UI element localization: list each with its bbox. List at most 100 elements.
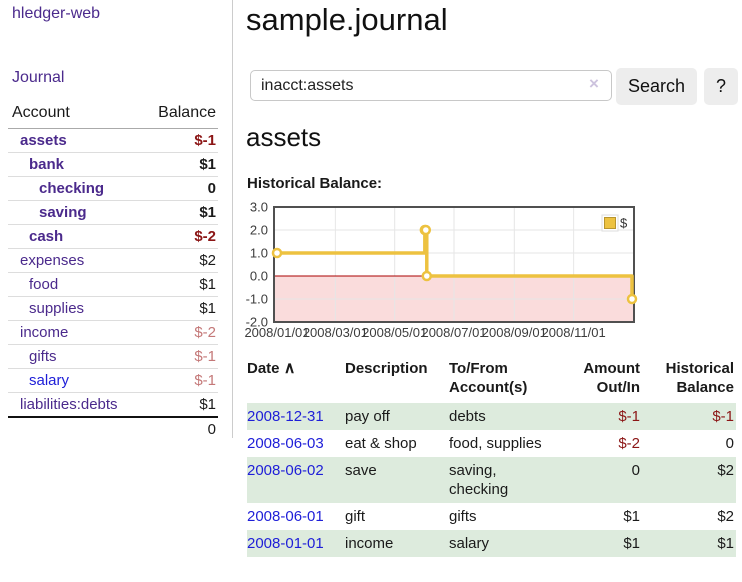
transaction-balance: 0 <box>725 435 734 452</box>
transaction-balance: $1 <box>717 535 734 552</box>
register-row: 2008-01-01 income salary $1 $1 <box>247 530 736 557</box>
brand-link[interactable]: hledger-web <box>12 5 101 22</box>
account-link-expenses[interactable]: expenses <box>20 251 85 269</box>
help-button[interactable]: ? <box>704 68 738 105</box>
chart-section-label: Historical Balance: <box>247 175 383 192</box>
historical-balance-chart: $3.0 2.0 1.0 0.0 -1.0 -2.02008/01/012008/03/0… <box>244 200 638 340</box>
search-input[interactable] <box>250 70 612 101</box>
sort-ascending-icon: ∧ <box>283 360 296 377</box>
account-row: gifts $-1 <box>8 344 218 369</box>
account-row: checking 0 <box>8 176 218 201</box>
account-link-income[interactable]: income <box>20 323 69 341</box>
account-link-salary[interactable]: salary <box>29 371 70 389</box>
account-link-saving[interactable]: saving <box>39 203 87 221</box>
transaction-date-link[interactable]: 2008-06-01 <box>247 508 324 525</box>
svg-text:2008/09/01: 2008/09/01 <box>482 325 547 340</box>
transaction-balance: $2 <box>717 462 734 479</box>
account-row: income $-2 <box>8 320 218 345</box>
svg-text:1.0: 1.0 <box>250 246 268 261</box>
account-balance: $1 <box>140 200 218 225</box>
transaction-accounts: gifts <box>449 508 477 525</box>
svg-text:$: $ <box>620 216 628 231</box>
sidebar-accounts-table: Account Balance assets $-1 bank $1 checking 0… <box>8 100 218 441</box>
sidebar-divider <box>232 0 233 438</box>
accounts-total-value: 0 <box>140 416 218 441</box>
register-header-accounts: To/From Account(s) <box>449 360 528 396</box>
account-row: food $1 <box>8 272 218 297</box>
register-header-amount: Amount Out/In <box>583 360 640 396</box>
register-header-description: Description <box>345 360 428 377</box>
account-row: saving $1 <box>8 200 218 225</box>
register-header-date[interactable]: Date ∧ <box>247 360 296 377</box>
transaction-description: pay off <box>345 408 390 425</box>
transaction-balance: $2 <box>717 508 734 525</box>
register-row: 2008-06-01 gift gifts $1 $2 <box>247 503 736 530</box>
account-balance: $1 <box>140 272 218 297</box>
svg-text:2008/05/01: 2008/05/01 <box>362 325 427 340</box>
transaction-amount: $1 <box>623 535 640 552</box>
svg-text:3.0: 3.0 <box>250 200 268 215</box>
account-link-liabilities-debts[interactable]: liabilities:debts <box>20 395 118 413</box>
account-balance: $1 <box>140 392 218 418</box>
sidebar-item-journal[interactable]: Journal <box>12 69 65 86</box>
transaction-balance: $-1 <box>712 408 734 425</box>
register-row: 2008-06-03 eat & shop food, supplies $-2 0 <box>247 430 736 457</box>
transaction-date-link[interactable]: 2008-06-02 <box>247 462 324 479</box>
transaction-amount: 0 <box>631 462 640 479</box>
transaction-accounts: saving, checking <box>449 462 509 498</box>
account-link-cash[interactable]: cash <box>29 227 64 245</box>
accounts-header-row: Account Balance <box>8 100 218 129</box>
transaction-accounts: salary <box>449 535 490 552</box>
account-link-gifts[interactable]: gifts <box>29 347 57 365</box>
transaction-date-link[interactable]: 2008-01-01 <box>247 535 324 552</box>
clear-search-icon[interactable]: × <box>589 74 599 93</box>
transaction-description: save <box>345 462 377 479</box>
transaction-description: income <box>345 535 394 552</box>
account-balance: $-1 <box>140 128 218 153</box>
account-heading: assets <box>246 122 322 152</box>
svg-text:2008/07/01: 2008/07/01 <box>421 325 486 340</box>
account-link-assets[interactable]: assets <box>20 131 67 149</box>
account-row: supplies $1 <box>8 296 218 321</box>
account-row: bank $1 <box>8 152 218 177</box>
account-balance: $1 <box>140 152 218 177</box>
transaction-amount: $-2 <box>618 435 640 452</box>
register-table: Date ∧ Description To/From Account(s) Amo… <box>247 357 736 557</box>
accounts-total-spacer <box>8 416 141 441</box>
account-balance: $-1 <box>140 368 218 393</box>
transaction-amount: $-1 <box>618 408 640 425</box>
account-link-bank[interactable]: bank <box>29 155 65 173</box>
account-row: salary $-1 <box>8 368 218 393</box>
transaction-date-link[interactable]: 2008-12-31 <box>247 408 324 425</box>
transaction-accounts: debts <box>449 408 486 425</box>
transaction-accounts: food, supplies <box>449 435 542 452</box>
register-header-balance: Historical Balance <box>665 360 734 396</box>
svg-text:-2.0: -2.0 <box>246 315 268 330</box>
transaction-date-link[interactable]: 2008-06-03 <box>247 435 324 452</box>
search-button[interactable]: Search <box>616 68 697 105</box>
accounts-header-balance: Balance <box>140 100 218 129</box>
account-balance: $-2 <box>140 224 218 249</box>
register-row: 2008-06-02 save saving, checking 0 $2 <box>247 457 736 503</box>
register-row: 2008-12-31 pay off debts $-1 $-1 <box>247 403 736 430</box>
account-row: expenses $2 <box>8 248 218 273</box>
svg-text:2008/11/01: 2008/11/01 <box>542 325 606 340</box>
account-balance: $2 <box>140 248 218 273</box>
svg-text:2008/01/01: 2008/01/01 <box>244 325 309 340</box>
svg-text:2.0: 2.0 <box>250 223 268 238</box>
account-row: cash $-2 <box>8 224 218 249</box>
page-title: sample.journal <box>246 2 448 37</box>
transaction-amount: $1 <box>623 508 640 525</box>
svg-text:-1.0: -1.0 <box>246 292 268 307</box>
register-header-row: Date ∧ Description To/From Account(s) Amo… <box>247 357 736 403</box>
accounts-total-row: 0 <box>8 416 218 441</box>
account-link-checking[interactable]: checking <box>39 179 105 197</box>
account-link-food[interactable]: food <box>29 275 59 293</box>
account-row: liabilities:debts $1 <box>8 392 218 418</box>
account-link-supplies[interactable]: supplies <box>29 299 85 317</box>
account-balance: $-2 <box>140 320 218 345</box>
transaction-description: eat & shop <box>345 435 417 452</box>
account-row: assets $-1 <box>8 128 218 153</box>
accounts-header-account: Account <box>8 100 141 129</box>
